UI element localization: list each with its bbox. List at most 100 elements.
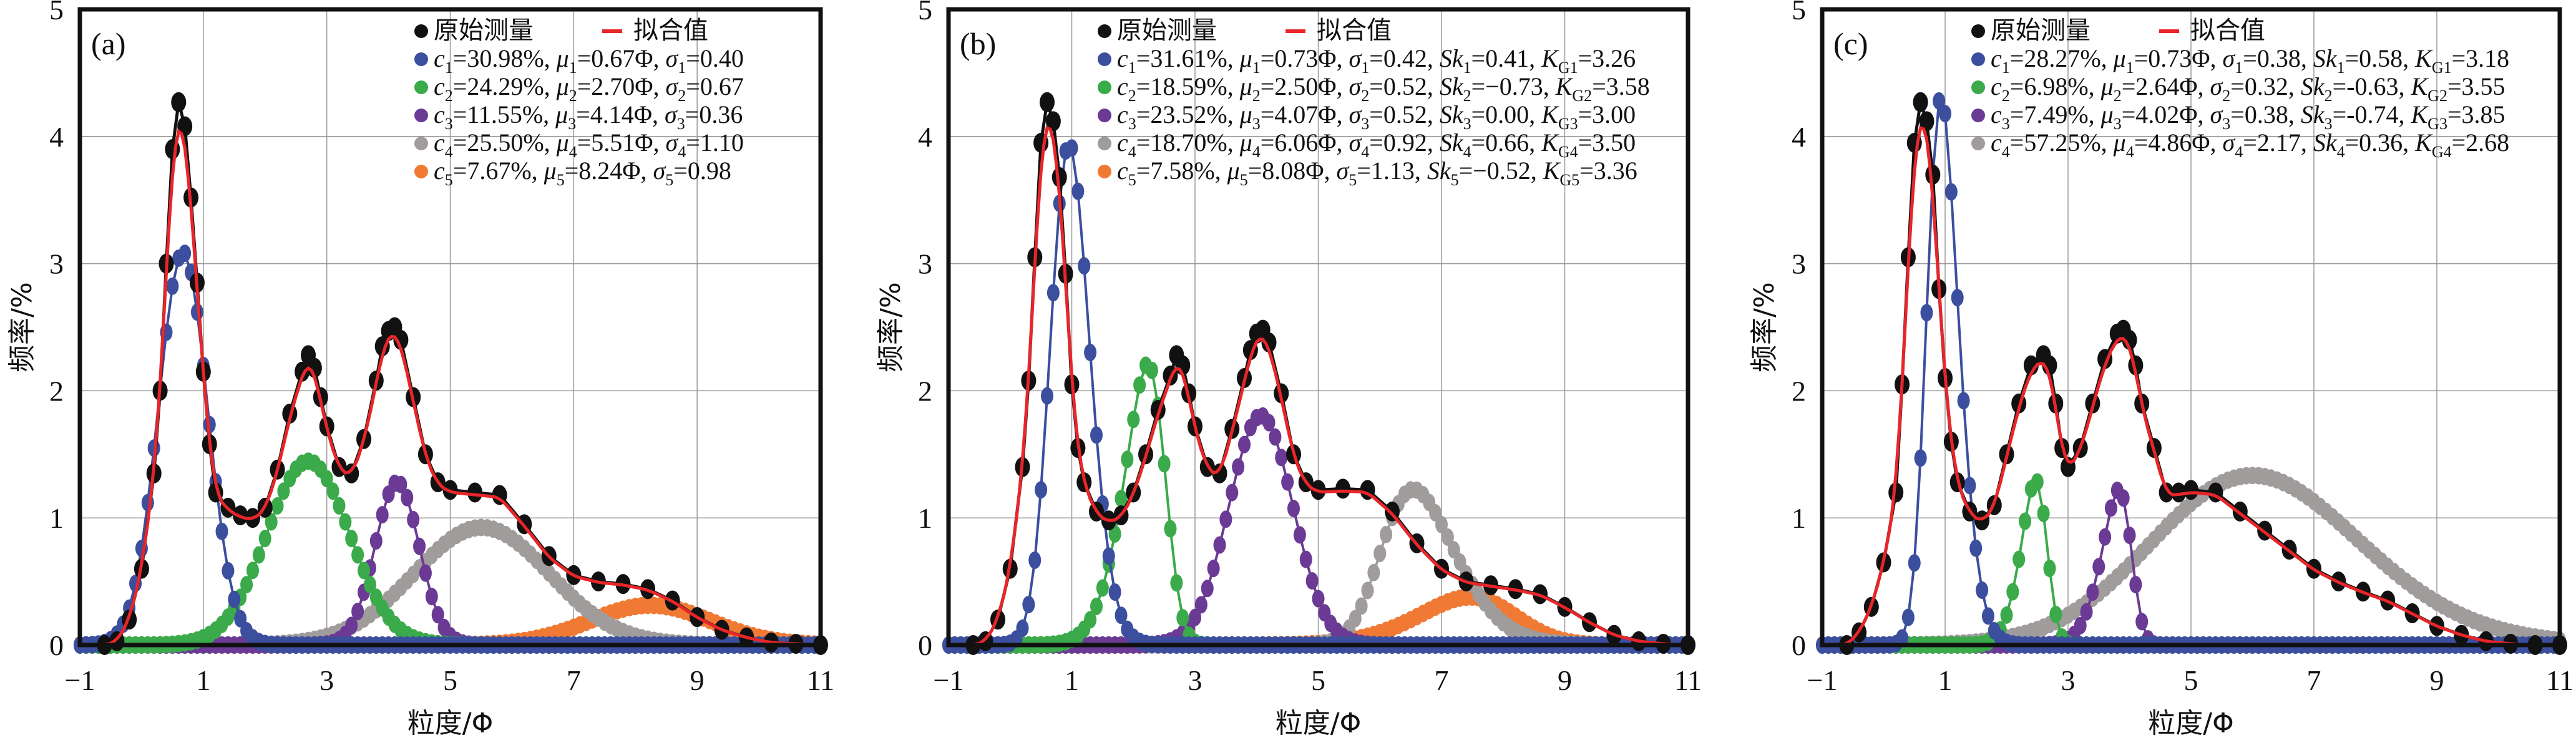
x-tick-label: −1 xyxy=(1807,664,1838,696)
data-point-c2 xyxy=(2043,560,2056,578)
data-point-measured xyxy=(2122,329,2137,350)
x-tick-label: 7 xyxy=(1435,664,1449,696)
legend-label-c2: c2=18.59%, μ2=2.50Φ, σ2=0.52, Sk2=−0.73,… xyxy=(1117,72,1650,105)
data-point-c3 xyxy=(1226,483,1239,502)
data-point-measured xyxy=(306,357,322,378)
data-point-c3 xyxy=(2092,558,2105,576)
y-tick-label: 2 xyxy=(49,375,64,407)
data-point-c3 xyxy=(1293,526,1306,544)
data-point-c1 xyxy=(1920,304,1933,322)
data-point-measured xyxy=(2183,480,2198,500)
data-point-c4 xyxy=(1367,563,1380,581)
x-tick-label: 3 xyxy=(2061,664,2076,696)
y-tick-label: 5 xyxy=(918,0,932,26)
data-point-c3 xyxy=(1201,580,1214,598)
legend-label-c5: c5=7.67%, μ5=8.24Φ, σ5=0.98 xyxy=(434,157,731,189)
legend-marker-c2 xyxy=(1971,80,1985,94)
data-point-c1 xyxy=(1046,284,1060,302)
data-point-c1 xyxy=(1115,606,1128,624)
data-point-c3 xyxy=(2086,583,2099,601)
data-point-c3 xyxy=(419,564,432,582)
data-point-c3 xyxy=(1232,458,1245,476)
y-tick-label: 2 xyxy=(918,375,932,407)
data-point-c2 xyxy=(1170,574,1183,592)
data-point-c3 xyxy=(1287,500,1300,518)
data-point-c2 xyxy=(1096,579,1109,597)
data-point-c3 xyxy=(1213,536,1226,554)
series-line-fit xyxy=(80,129,821,647)
legend-label-c4: c4=18.70%, μ4=6.06Φ, σ4=0.92, Sk4=0.66, … xyxy=(1117,129,1636,161)
x-tick-label: 3 xyxy=(1188,664,1203,696)
legend-marker-c4 xyxy=(1098,137,1111,150)
legend-marker-measured xyxy=(414,24,428,38)
data-point-c2 xyxy=(1145,361,1158,379)
x-axis-title: 粒度/Φ xyxy=(2148,707,2233,738)
data-point-c2 xyxy=(1090,597,1103,615)
plot-frame xyxy=(946,7,1690,648)
data-point-c1 xyxy=(222,561,235,580)
legend-label-fit: 拟合值 xyxy=(2190,16,2265,45)
data-point-c2 xyxy=(2000,606,2013,624)
data-point-c2 xyxy=(1176,609,1189,627)
data-point-c1 xyxy=(1976,581,1989,600)
x-tick-label: 5 xyxy=(1311,664,1325,696)
panel-label: (b) xyxy=(960,26,996,61)
chart-panel-0: −1 1 3 5 7 9 11 0 1 2 3 4 5 粒度/Φ 频率/% (a) 原始测量 拟合值c1=30.9… xyxy=(6,0,834,738)
legend-label-c4: c4=25.50%, μ4=5.51Φ, σ4=1.10 xyxy=(434,129,744,161)
legend-label-c1: c1=28.27%, μ1=0.73Φ, σ1=0.38, Sk1=0.58, … xyxy=(1991,44,2509,77)
y-tick-label: 1 xyxy=(49,502,64,534)
data-point-c1 xyxy=(1896,629,1909,647)
y-tick-label: 4 xyxy=(918,121,932,153)
x-axis-title: 粒度/Φ xyxy=(1276,707,1361,738)
data-point-c3 xyxy=(1269,428,1282,446)
x-tick-label: 5 xyxy=(2184,664,2198,696)
data-point-c3 xyxy=(2117,489,2130,507)
data-point-c1 xyxy=(1035,481,1048,499)
legend-marker-c3 xyxy=(1971,109,1985,122)
data-point-c1 xyxy=(1071,182,1085,200)
data-point-c4 xyxy=(1435,515,1448,533)
data-point-c2 xyxy=(240,576,253,594)
data-point-c2 xyxy=(2019,512,2032,530)
legend-marker-c4 xyxy=(1971,137,1985,150)
data-point-measured xyxy=(492,485,507,505)
data-point-c1 xyxy=(1908,554,1921,572)
legend-label-measured: 原始测量 xyxy=(434,16,534,45)
data-point-c3 xyxy=(407,511,420,529)
data-point-measured xyxy=(1925,164,1941,185)
x-axis-title: 粒度/Φ xyxy=(407,707,493,738)
x-tick-label: 7 xyxy=(567,664,581,696)
data-point-c3 xyxy=(1299,550,1312,568)
data-point-c4 xyxy=(1447,541,1460,559)
data-point-c3 xyxy=(1312,590,1325,608)
legend-marker-measured xyxy=(1098,24,1111,38)
data-point-c1 xyxy=(1090,426,1103,444)
legend-marker-c5 xyxy=(1098,165,1111,178)
x-tick-label: −1 xyxy=(934,664,964,696)
data-point-c2 xyxy=(363,576,376,594)
data-point-c4 xyxy=(1355,597,1368,615)
data-point-c1 xyxy=(1084,343,1097,361)
data-point-c2 xyxy=(339,513,352,531)
data-point-c2 xyxy=(252,546,265,564)
x-tick-label: 9 xyxy=(2430,664,2444,696)
x-tick-label: 5 xyxy=(443,664,457,696)
data-point-c1 xyxy=(1944,183,1958,201)
data-point-c2 xyxy=(2049,605,2062,623)
data-point-c3 xyxy=(1262,414,1276,432)
legend-marker-c1 xyxy=(1971,52,1985,66)
data-point-c1 xyxy=(234,609,247,628)
data-point-c1 xyxy=(1016,619,1029,638)
legend-marker-c5 xyxy=(414,165,428,178)
series-line-fit xyxy=(949,125,1689,647)
plot-frame xyxy=(77,7,823,648)
y-tick-label: 5 xyxy=(49,0,64,26)
data-point-measured xyxy=(1212,463,1227,483)
x-tick-label: 1 xyxy=(1065,664,1079,696)
legend-marker-c1 xyxy=(1098,52,1111,66)
data-point-measured xyxy=(393,329,409,350)
chart-panel-1: −1 1 3 5 7 9 11 0 1 2 3 4 5 粒度/Φ 频率/% (b) 原始测量 拟合值c1=31.6… xyxy=(875,0,1702,738)
data-point-c3 xyxy=(2099,528,2112,546)
x-tick-label: 9 xyxy=(1558,664,1572,696)
